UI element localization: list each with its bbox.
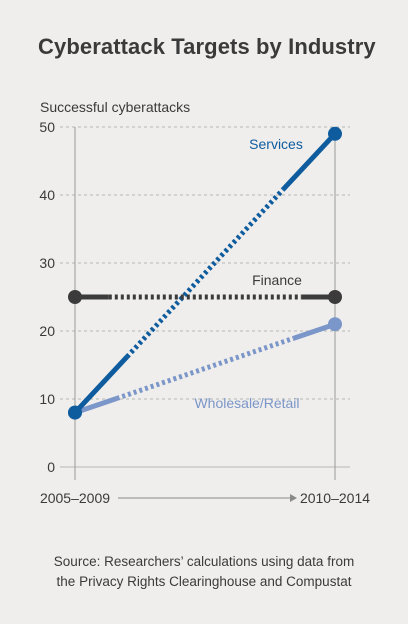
services-line-end bbox=[281, 132, 337, 192]
source-note: Source: Researchers’ calculations using … bbox=[0, 552, 408, 592]
x-axis-arrow-head bbox=[290, 494, 297, 502]
series-lines: Wholesale/Retail Services Finance bbox=[68, 126, 342, 420]
source-line-2: the Privacy Rights Clearinghouse and Com… bbox=[56, 574, 352, 589]
services-point bbox=[68, 405, 82, 420]
gridlines bbox=[60, 126, 350, 480]
line-chart: Successful cyberattacks 0 10 20 30 40 50 2005… bbox=[39, 99, 370, 506]
services-point bbox=[328, 126, 342, 141]
wholesale-retail-label: Wholesale/Retail bbox=[194, 395, 299, 411]
finance-point bbox=[328, 290, 342, 304]
services-line-start bbox=[73, 355, 129, 415]
source-line-1: Source: Researchers’ calculations using … bbox=[53, 554, 355, 569]
y-tick-label: 0 bbox=[47, 459, 55, 475]
services-line-dotted bbox=[125, 187, 285, 359]
finance-point bbox=[68, 290, 82, 304]
y-tick-label: 40 bbox=[39, 187, 55, 203]
x-tick-label: 2005–2009 bbox=[40, 490, 110, 506]
y-tick-label: 20 bbox=[39, 323, 55, 339]
wholesale-retail-line-dotted bbox=[115, 335, 295, 401]
wholesale-retail-line-end bbox=[292, 321, 336, 341]
wholesale-retail-point bbox=[328, 317, 342, 332]
chart-title: Cyberattack Targets by Industry bbox=[38, 34, 376, 59]
finance-label: Finance bbox=[252, 272, 302, 288]
x-axis: 2005–2009 2010–2014 bbox=[40, 490, 370, 506]
services-label: Services bbox=[249, 136, 303, 152]
y-tick-label: 50 bbox=[39, 119, 55, 135]
wholesale-retail-line-start bbox=[74, 396, 118, 415]
y-tick-label: 30 bbox=[39, 255, 55, 271]
y-axis-label: Successful cyberattacks bbox=[40, 99, 190, 115]
x-tick-label: 2010–2014 bbox=[300, 490, 370, 506]
y-axis-ticks: 0 10 20 30 40 50 bbox=[39, 119, 55, 475]
y-tick-label: 10 bbox=[39, 391, 55, 407]
